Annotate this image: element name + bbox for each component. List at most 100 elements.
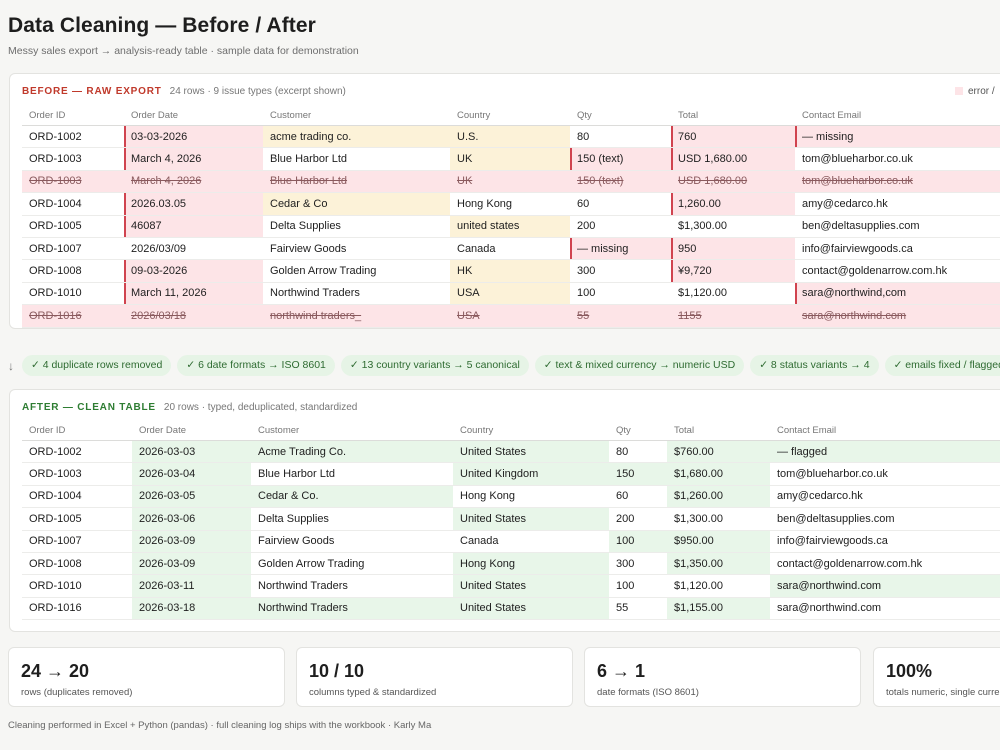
after-cell: ORD-1002: [22, 440, 132, 464]
before-cell: ORD-1002: [22, 125, 124, 149]
after-cell: ORD-1007: [22, 530, 132, 553]
after-col-header: Customer: [251, 420, 453, 441]
after-table-row: ORD-1010 2026-03-11 Northwind Traders Unite…: [22, 574, 1000, 598]
stat-value: 24 → 20: [21, 661, 90, 681]
after-cell: ORD-1005: [22, 507, 132, 531]
after-cell: Hong Kong: [453, 552, 609, 576]
before-cell: ORD-1007: [22, 237, 124, 261]
before-cell: Golden Arrow Trading: [263, 259, 450, 283]
stat-value: 100%: [886, 661, 933, 681]
before-cell: acme trading co.: [263, 125, 450, 149]
before-cell: 100: [570, 282, 671, 306]
before-cell: Hong Kong: [450, 192, 570, 216]
after-cell: sara@northwind.com: [770, 574, 1000, 598]
after-cell: — flagged: [770, 440, 1000, 464]
after-table-row: ORD-1016 2026-03-18 Northwind Traders Unite…: [22, 597, 1000, 621]
before-col-header: Qty: [570, 105, 671, 126]
after-col-header: Contact Email: [770, 420, 1000, 441]
after-cell: $1,350.00: [667, 552, 770, 576]
stat-card-columns: 10 / 10 columns typed & standardized: [296, 647, 573, 707]
after-cell: 2026-03-06: [132, 507, 251, 531]
after-cell: 100: [609, 530, 667, 553]
down-arrow-icon: ↓: [8, 358, 14, 373]
before-cell: USA: [450, 282, 570, 306]
after-header: AFTER — CLEAN TABLE 20 rows · typed, dedu…: [22, 402, 357, 413]
after-cell: ORD-1010: [22, 574, 132, 598]
after-cell: 2026-03-05: [132, 485, 251, 509]
stat-caption: date formats (ISO 8601): [597, 687, 699, 698]
after-cell: ORD-1004: [22, 485, 132, 509]
before-cell: $1,120.00: [671, 282, 795, 306]
after-cell: 2026-03-09: [132, 530, 251, 553]
after-cell: $760.00: [667, 440, 770, 464]
after-cell: United States: [453, 507, 609, 531]
before-header: BEFORE — RAW EXPORT 24 rows · 9 issue typ…: [22, 86, 346, 97]
stat-card-totals: 100% totals numeric, single curre: [873, 647, 1000, 707]
after-table: Order ID Order Date Customer Country Qty Tota…: [22, 420, 1000, 621]
before-col-header: Country: [450, 105, 570, 126]
after-cell: $1,260.00: [667, 485, 770, 509]
before-cell: sara@northwind,com: [795, 282, 1000, 306]
before-cell: March 11, 2026: [124, 282, 263, 306]
after-cell: Northwind Traders: [251, 574, 453, 598]
stat-value: 6 → 1: [597, 661, 646, 681]
after-panel: AFTER — CLEAN TABLE 20 rows · typed, dedu…: [9, 389, 1000, 632]
after-cell: contact@goldenarrow.com.hk: [770, 552, 1000, 576]
after-col-header: Total: [667, 420, 770, 441]
before-cell: ¥9,720: [671, 259, 795, 283]
before-cell: Blue Harbor Ltd: [263, 170, 450, 194]
before-cell: 760: [671, 125, 795, 149]
after-cell: 2026-03-11: [132, 574, 251, 598]
after-title: AFTER — CLEAN TABLE: [22, 402, 156, 413]
after-col-header: Order ID: [22, 420, 132, 441]
after-cell: 60: [609, 485, 667, 509]
stat-card-date-formats: 6 → 1 date formats (ISO 8601): [584, 647, 861, 707]
before-cell: UK: [450, 170, 570, 194]
before-cell: amy@cedarco.hk: [795, 192, 1000, 216]
before-col-header: Order Date: [124, 105, 263, 126]
after-cell: United Kingdom: [453, 462, 609, 486]
before-cell: Northwind Traders: [263, 282, 450, 306]
after-cell: 150: [609, 462, 667, 486]
after-cell: tom@blueharbor.co.uk: [770, 462, 1000, 486]
legend: error /: [955, 86, 995, 97]
before-cell: 150 (text): [570, 170, 671, 194]
stat-caption: rows (duplicates removed): [21, 687, 133, 698]
before-cell: 1,260.00: [671, 192, 795, 216]
before-cell: USD 1,680.00: [671, 147, 795, 171]
after-cell: 2026-03-09: [132, 552, 251, 576]
after-cell: 80: [609, 440, 667, 464]
before-cell: $1,300.00: [671, 215, 795, 238]
before-cell: united states: [450, 215, 570, 238]
before-table: Order ID Order Date Customer Country Qty Tota…: [22, 105, 1000, 328]
after-cell: 55: [609, 597, 667, 621]
before-cell: 03-03-2026: [124, 125, 263, 149]
before-cell: 46087: [124, 215, 263, 238]
before-cell: USA: [450, 304, 570, 328]
cleaning-step-chip: ✓ 6 date formats → ISO 8601: [177, 355, 335, 376]
after-table-row: ORD-1004 2026-03-05 Cedar & Co. Hong Kong 60…: [22, 485, 1000, 509]
before-duplicate-row: ORD-1016 2026/03/18 northwind traders_ USA 5…: [22, 304, 1000, 328]
stat-caption: columns typed & standardized: [309, 687, 437, 698]
after-col-header: Country: [453, 420, 609, 441]
cleaning-step-chip: ✓ emails fixed / flagged: [884, 355, 1000, 376]
before-cell: U.S.: [450, 125, 570, 149]
before-cell: ORD-1003: [22, 170, 124, 194]
cleaning-steps: ↓ ✓ 4 duplicate rows removed ✓ 6 date form…: [8, 355, 1000, 377]
after-cell: Canada: [453, 530, 609, 553]
after-cell: amy@cedarco.hk: [770, 485, 1000, 509]
before-table-row: ORD-1004 2026.03.05 Cedar & Co Hong Kong 60 1…: [22, 192, 1000, 216]
after-cell: 2026-03-18: [132, 597, 251, 621]
after-cell: United States: [453, 574, 609, 598]
before-cell: UK: [450, 147, 570, 171]
before-cell: 60: [570, 192, 671, 216]
before-cell: info@fairviewgoods.ca: [795, 237, 1000, 261]
after-cell: sara@northwind.com: [770, 597, 1000, 621]
before-cell: ORD-1008: [22, 259, 124, 283]
before-cell: 2026/03/18: [124, 304, 263, 328]
before-cell: 09-03-2026: [124, 259, 263, 283]
after-cell: $950.00: [667, 530, 770, 553]
after-cell: United States: [453, 440, 609, 464]
before-table-row: ORD-1010 March 11, 2026 Northwind Traders U…: [22, 282, 1000, 306]
before-cell: HK: [450, 259, 570, 283]
